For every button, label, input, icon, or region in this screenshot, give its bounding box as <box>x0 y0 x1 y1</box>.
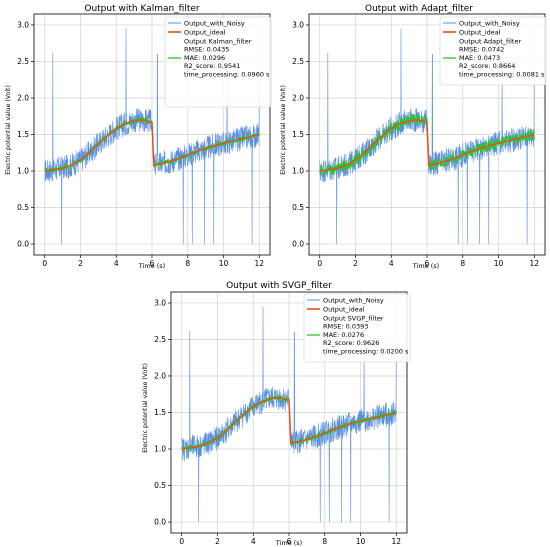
legend-line-mae: MAE: 0.0296 <box>184 54 225 62</box>
legend: Output_with_Noisy Output_ideal Output Ka… <box>164 16 272 108</box>
y-tick-label: 1.5 <box>17 130 29 139</box>
y-tick-label: 0.5 <box>292 203 304 212</box>
x-tick-label: 4 <box>114 259 119 268</box>
y-tick-label: 1.0 <box>154 445 166 454</box>
x-tick-label: 12 <box>529 259 539 268</box>
legend-label-noisy: Output_with_Noisy <box>323 296 384 304</box>
panel-title: Output with Adapt_filter <box>365 4 473 14</box>
legend-line-mae: MAE: 0.0276 <box>323 331 364 339</box>
y-tick-label: 2.5 <box>154 335 166 344</box>
axes-frame <box>33 13 271 256</box>
tick-layer: 0 2 4 6 8 10 12 0.0 0.5 1.0 1.5 2.0 2.5 3.0 <box>292 21 539 268</box>
y-tick-label: 0.0 <box>17 240 29 249</box>
x-tick-label: 8 <box>460 259 465 268</box>
legend-line-r2: R2_score: 0.9541 <box>184 62 240 70</box>
plot-area <box>308 13 546 256</box>
x-tick-label: 8 <box>185 259 190 268</box>
tick-layer: 0 2 4 6 8 10 12 0.0 0.5 1.0 1.5 2.0 2.5 3.0 <box>17 21 264 268</box>
axes-frame <box>170 291 408 534</box>
legend-frame <box>439 16 547 86</box>
y-tick-label: 2.5 <box>17 57 29 66</box>
legend-line-time: time_processing: 0.0081 s <box>459 71 545 79</box>
x-tick-label: 10 <box>494 259 504 268</box>
legend-line-name: Output SVGP_filter <box>323 314 384 322</box>
legend-line-time: time_processing: 0.0960 s <box>184 71 270 79</box>
series-ideal-line <box>181 397 397 450</box>
x-tick-label: 0 <box>42 259 47 268</box>
y-tick-label: 2.0 <box>17 94 29 103</box>
y-tick-label: 2.0 <box>154 372 166 381</box>
y-tick-label: 2.0 <box>292 94 304 103</box>
y-tick-label: 3.0 <box>292 21 304 30</box>
x-axis-label: Time (s) <box>275 539 302 547</box>
legend-label-noisy: Output_with_Noisy <box>459 19 520 27</box>
y-axis-label: Electric potential value (Volt) <box>142 363 149 453</box>
y-tick-label: 3.0 <box>17 21 29 30</box>
y-axis-label: Electric potential value (Volt) <box>280 85 287 175</box>
x-tick-label: 4 <box>251 537 256 546</box>
x-tick-label: 12 <box>391 537 401 546</box>
series-ideal-line <box>319 119 535 172</box>
panel-svgp: Output with SVGP_filter Electric potenti… <box>142 281 411 547</box>
legend-line-time: time_processing: 0.0200 s <box>323 348 409 356</box>
y-tick-label: 0.0 <box>292 240 304 249</box>
x-tick-label: 10 <box>356 537 366 546</box>
legend-line-name: Output Kalman_filter <box>184 37 252 45</box>
legend-label-ideal: Output_ideal <box>184 28 226 36</box>
legend-label-ideal: Output_ideal <box>323 305 365 313</box>
legend: Output_with_Noisy Output_ideal Output Ad… <box>439 16 547 86</box>
series-ideal-line <box>44 119 260 172</box>
x-axis-label: Time (s) <box>138 262 165 270</box>
x-axis-label: Time (s) <box>412 262 439 270</box>
y-tick-label: 0.5 <box>154 481 166 490</box>
x-tick-label: 0 <box>179 537 184 546</box>
x-tick-label: 8 <box>322 537 327 546</box>
y-tick-label: 1.5 <box>292 130 304 139</box>
x-tick-label: 2 <box>353 259 358 268</box>
x-tick-label: 6 <box>150 259 155 268</box>
legend-line-rmse: RMSE: 0.0393 <box>323 323 368 331</box>
y-tick-label: 2.5 <box>292 57 304 66</box>
legend-line-r2: R2_score: 0.8664 <box>459 62 515 70</box>
x-tick-label: 2 <box>78 259 83 268</box>
y-tick-label: 1.0 <box>17 167 29 176</box>
x-tick-label: 6 <box>287 537 292 546</box>
y-tick-label: 1.0 <box>292 167 304 176</box>
panel-adapt: Output with Adapt_filter Electric potent… <box>280 4 547 270</box>
y-tick-label: 3.0 <box>154 299 166 308</box>
legend-line-rmse: RMSE: 0.0435 <box>184 46 229 54</box>
y-tick-label: 0.0 <box>154 518 166 527</box>
legend-line-rmse: RMSE: 0.0742 <box>459 46 504 54</box>
legend-label-ideal: Output_ideal <box>459 28 501 36</box>
tick-layer: 0 2 4 6 8 10 12 0.0 0.5 1.0 1.5 2.0 2.5 3.0 <box>154 299 401 546</box>
legend-line-r2: R2_score: 0.9626 <box>323 339 379 347</box>
x-tick-label: 12 <box>254 259 264 268</box>
y-axis-label: Electric potential value (Volt) <box>5 85 12 175</box>
legend-line-mae: MAE: 0.0473 <box>459 54 500 62</box>
x-tick-label: 4 <box>389 259 394 268</box>
panel-title: Output with Kalman_filter <box>84 4 200 14</box>
y-tick-label: 0.5 <box>17 203 29 212</box>
legend-line-name: Output Adapt_filter <box>459 37 521 45</box>
x-tick-label: 2 <box>215 537 220 546</box>
x-tick-label: 6 <box>425 259 430 268</box>
panel-title: Output with SVGP_filter <box>226 281 332 291</box>
y-tick-label: 1.5 <box>154 408 166 417</box>
legend-frame <box>303 293 411 363</box>
legend: Output_with_Noisy Output_ideal Output SV… <box>303 293 411 363</box>
axes-frame <box>308 13 546 256</box>
legend-label-noisy: Output_with_Noisy <box>184 19 245 27</box>
x-tick-label: 0 <box>317 259 322 268</box>
legend-frame <box>164 16 272 108</box>
panel-kalman: Output with Kalman_filter Electric poten… <box>5 4 272 270</box>
x-tick-label: 10 <box>219 259 229 268</box>
